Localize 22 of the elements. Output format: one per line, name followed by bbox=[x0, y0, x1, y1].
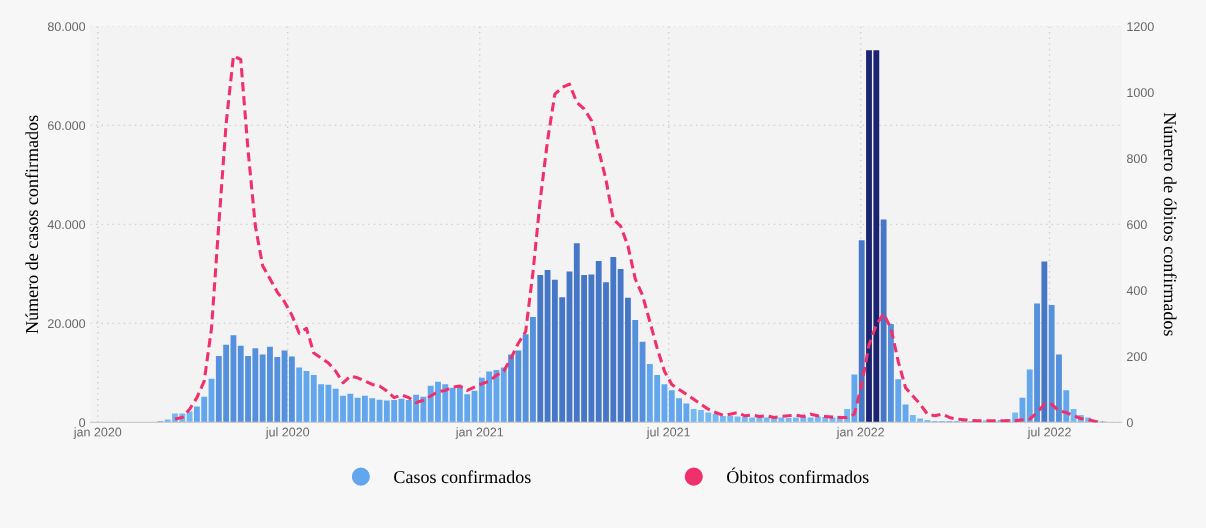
legend-label: Óbitos confirmados bbox=[727, 467, 869, 484]
y2-tick-label: 0 bbox=[1126, 418, 1133, 428]
y2-tick-label: 400 bbox=[1126, 286, 1147, 296]
y2-axis-title: Número de óbitos confirmados bbox=[1163, 112, 1177, 336]
y2-tick-label: 1200 bbox=[1127, 22, 1154, 32]
y2-tick-label: 1000 bbox=[1127, 88, 1154, 98]
y2-tick-label: 600 bbox=[1127, 220, 1147, 230]
x-tick-label: jan 2020 bbox=[73, 427, 122, 439]
y-tick-label: 60.000 bbox=[48, 121, 86, 131]
x-tick-label: jul 2020 bbox=[265, 427, 310, 439]
y-tick-label: 40.000 bbox=[47, 220, 86, 230]
y-tick-label: 20.000 bbox=[47, 319, 86, 329]
y-axis-title: Número de casos confirmados bbox=[25, 115, 39, 334]
x-tick-label: jul 2022 bbox=[1027, 427, 1071, 439]
legend-label: Casos confirmados bbox=[394, 470, 531, 484]
y2-tick-label: 800 bbox=[1126, 154, 1147, 164]
x-tick-label: jan 2021 bbox=[455, 427, 504, 439]
x-tick-label: jan 2022 bbox=[836, 427, 885, 439]
x-tick-label: jul 2021 bbox=[646, 427, 690, 439]
y-tick-label: 80.000 bbox=[47, 22, 86, 32]
y2-tick-label: 200 bbox=[1127, 352, 1147, 362]
y-tick-label: 0 bbox=[79, 418, 86, 428]
